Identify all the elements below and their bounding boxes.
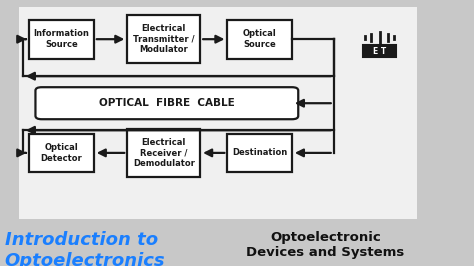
Text: Optical
Source: Optical Source xyxy=(243,30,276,49)
Bar xyxy=(127,15,200,63)
Text: OPTICAL  FIBRE  CABLE: OPTICAL FIBRE CABLE xyxy=(99,98,235,108)
Text: Electrical
Transmitter /
Modulator: Electrical Transmitter / Modulator xyxy=(133,24,194,54)
Text: Introduction to
Optoelectronics: Introduction to Optoelectronics xyxy=(5,231,165,266)
Text: E T: E T xyxy=(373,47,386,56)
Bar xyxy=(29,20,94,59)
Text: Information
Source: Information Source xyxy=(34,30,90,49)
Bar xyxy=(29,134,94,172)
Text: Electrical
Receiver /
Demodulator: Electrical Receiver / Demodulator xyxy=(133,138,195,168)
Bar xyxy=(127,129,200,177)
FancyBboxPatch shape xyxy=(36,87,298,119)
Text: Destination: Destination xyxy=(232,148,287,157)
Bar xyxy=(363,45,396,57)
Text: Optoelectronic
Devices and Systems: Optoelectronic Devices and Systems xyxy=(246,231,405,259)
Bar xyxy=(228,134,292,172)
Text: Optical
Detector: Optical Detector xyxy=(41,143,82,163)
Bar xyxy=(228,20,292,59)
